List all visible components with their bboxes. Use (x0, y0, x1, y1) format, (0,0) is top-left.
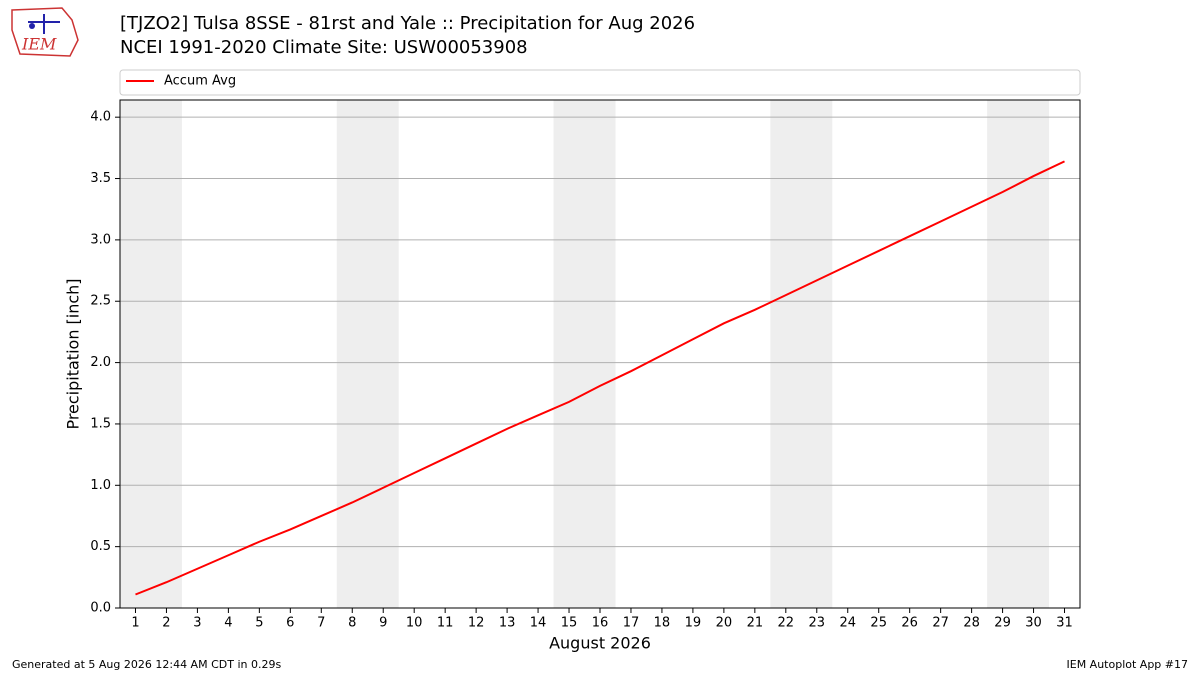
y-axis-label: Precipitation [inch] (64, 278, 83, 429)
x-tick-label: 19 (685, 616, 702, 631)
x-tick-label: 12 (468, 616, 485, 631)
weekend-shade (336, 100, 399, 608)
x-tick-label: 27 (932, 616, 949, 631)
y-tick-label: 3.5 (90, 171, 111, 186)
weekend-shade (770, 100, 833, 608)
y-tick-label: 0.5 (90, 539, 111, 554)
x-tick-label: 2 (162, 616, 170, 631)
logo: IEM (11, 7, 79, 57)
x-tick-label: 23 (809, 616, 826, 631)
x-tick-label: 9 (379, 616, 387, 631)
x-tick-label: 8 (348, 616, 356, 631)
y-tick-label: 1.0 (90, 478, 111, 493)
x-tick-label: 3 (193, 616, 201, 631)
weekend-shade (987, 100, 1050, 608)
footer-left: Generated at 5 Aug 2026 12:44 AM CDT in … (12, 658, 281, 671)
x-tick-label: 22 (778, 616, 795, 631)
x-tick-label: 31 (1056, 616, 1073, 631)
x-tick-label: 1 (131, 616, 139, 631)
y-tick-label: 2.0 (90, 355, 111, 370)
x-tick-label: 7 (317, 616, 325, 631)
x-tick-label: 14 (530, 616, 547, 631)
legend-label: Accum Avg (164, 74, 236, 89)
y-tick-label: 2.5 (90, 294, 111, 309)
x-tick-label: 13 (499, 616, 516, 631)
data-line (135, 160, 1065, 596)
x-tick-label: 26 (901, 616, 918, 631)
x-tick-label: 16 (592, 616, 609, 631)
x-tick-label: 5 (255, 616, 263, 631)
y-tick-label: 1.5 (90, 416, 111, 431)
x-tick-label: 24 (839, 616, 856, 631)
x-tick-label: 11 (437, 616, 454, 631)
x-tick-label: 17 (623, 616, 640, 631)
x-tick-label: 25 (870, 616, 887, 631)
y-tick-label: 0.0 (90, 601, 111, 616)
footer-right: IEM Autoplot App #17 (1067, 658, 1189, 671)
x-tick-label: 4 (224, 616, 232, 631)
logo-text: IEM (21, 35, 57, 54)
x-tick-label: 6 (286, 616, 294, 631)
legend-box (119, 69, 1081, 96)
weekend-shade (553, 100, 616, 608)
y-tick-label: 3.0 (90, 232, 111, 247)
y-tick-label: 4.0 (90, 110, 111, 125)
x-tick-label: 29 (994, 616, 1011, 631)
weekend-shade (120, 100, 182, 608)
x-tick-label: 20 (716, 616, 733, 631)
x-axis-label: August 2026 (549, 634, 651, 653)
x-tick-label: 10 (406, 616, 423, 631)
x-tick-label: 18 (654, 616, 671, 631)
x-tick-label: 15 (561, 616, 578, 631)
x-tick-label: 28 (963, 616, 980, 631)
x-tick-label: 30 (1025, 616, 1042, 631)
plot-frame (119, 99, 1081, 609)
chart-title: [TJZO2] Tulsa 8SSE - 81rst and Yale :: P… (120, 13, 695, 34)
chart-subtitle: NCEI 1991-2020 Climate Site: USW00053908 (120, 37, 528, 58)
x-tick-label: 21 (747, 616, 764, 631)
